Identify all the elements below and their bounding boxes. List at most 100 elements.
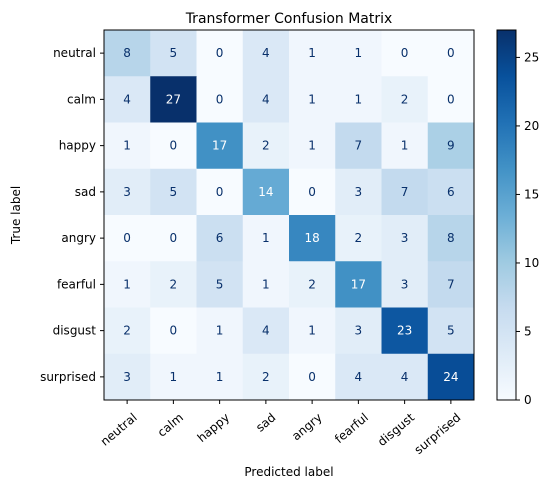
heatmap-cell-value: 3: [123, 370, 131, 384]
y-tick-label: sad: [75, 185, 96, 199]
heatmap-cell-value: 4: [262, 324, 270, 338]
heatmap-cell: [335, 353, 382, 401]
y-axis-ticks: neutral calm happy sad angry fearful disgust su…: [40, 46, 104, 384]
heatmap-cell: [150, 353, 197, 401]
heatmap-cell-value: 5: [170, 185, 178, 199]
heatmap-cell: [381, 30, 429, 77]
heatmap-cell: [150, 215, 197, 262]
plot-frame: [103, 29, 475, 401]
heatmap-cell: [427, 353, 475, 401]
heatmap-cell: [104, 76, 151, 123]
heatmap-cell: [242, 30, 290, 77]
heatmap-cell: [242, 307, 290, 355]
heatmap-cell: [196, 353, 244, 401]
heatmap-cell: [242, 353, 290, 401]
colorbar-tick-label: 15: [524, 187, 539, 201]
heatmap-cell: [196, 30, 244, 77]
heatmap-cell-value: 5: [447, 324, 455, 338]
heatmap-cell: [381, 261, 429, 308]
heatmap-cell: [381, 122, 429, 170]
heatmap-cell: [196, 307, 244, 355]
heatmap-cell-value: 2: [308, 277, 316, 291]
heatmap-cell-value: 9: [447, 139, 455, 153]
heatmap-cell: [196, 122, 244, 170]
heatmap-cell-value: 2: [262, 139, 270, 153]
heatmap-cell: [242, 122, 290, 170]
heatmap-cell-value: 18: [304, 231, 319, 245]
heatmap-cell-value: 4: [123, 92, 131, 106]
y-tick-label: fearful: [57, 277, 96, 291]
heatmap-cell: [242, 261, 290, 308]
heatmap-cell-value: 4: [355, 370, 363, 384]
heatmap-cell-value: 1: [308, 139, 316, 153]
heatmap-cell-value: 1: [308, 46, 316, 60]
heatmap-cell: [150, 168, 197, 216]
x-tick-label: neutral: [98, 410, 140, 448]
heatmap-cell: [150, 76, 197, 123]
colorbar-tick-label: 5: [524, 324, 532, 338]
heatmap-cell: [427, 30, 475, 77]
heatmap-cell-value: 1: [355, 92, 363, 106]
heatmap-cell: [381, 353, 429, 401]
x-tick-label: happy: [195, 410, 233, 445]
heatmap-cell-value: 8: [123, 46, 131, 60]
heatmap-cell-value: 3: [401, 277, 409, 291]
heatmap-cell-values: 8 5 0 4 1 1 0 04 27 0 4 1 1 2 01 0 17 2 1 7 1 93 5 0 14 0 3 7 60 0 6 1 1…: [123, 46, 458, 384]
heatmap-cell-value: 0: [447, 46, 455, 60]
heatmap-cell-value: 0: [216, 92, 224, 106]
heatmap-cell: [242, 168, 290, 216]
y-tick-label: surprised: [40, 370, 96, 384]
heatmap-cell-value: 0: [123, 231, 131, 245]
heatmap-cell-value: 1: [216, 324, 224, 338]
heatmap-cell-value: 0: [308, 370, 316, 384]
heatmap-cell-value: 17: [351, 277, 366, 291]
heatmap-cell: [335, 168, 382, 216]
y-tick-label: angry: [61, 231, 96, 245]
heatmap-cell: [104, 30, 151, 77]
heatmap-cell: [242, 76, 290, 123]
heatmap-cell-value: 7: [447, 277, 455, 291]
heatmap-cell: [335, 122, 382, 170]
heatmap-cell: [150, 261, 197, 308]
heatmap-cell-value: 0: [216, 46, 224, 60]
x-axis-ticks: neutral calm happy sad angry fearful disgustsu…: [98, 400, 464, 457]
heatmap-cell-value: 17: [212, 139, 227, 153]
heatmap-cell: [150, 122, 197, 170]
heatmap-cell: [335, 307, 382, 355]
heatmap-cell-value: 7: [355, 139, 363, 153]
x-tick-label: surprised: [412, 410, 464, 457]
heatmap-cell-value: 1: [262, 231, 270, 245]
heatmap-cell: [196, 168, 244, 216]
x-tick-label: fearful: [332, 410, 371, 446]
heatmap-cell-value: 1: [308, 324, 316, 338]
y-tick-label: calm: [67, 92, 96, 106]
y-axis-label: True label: [9, 186, 23, 245]
heatmap-cell: [381, 215, 429, 262]
heatmap-cell-value: 14: [258, 185, 273, 199]
heatmap-cell: [381, 168, 429, 216]
heatmap-cell-value: 2: [401, 92, 409, 106]
x-axis-label: Predicted label: [244, 465, 333, 479]
heatmap-cell: [335, 30, 382, 77]
heatmap-cell: [242, 215, 290, 262]
heatmap-cell: [381, 76, 429, 123]
heatmap-cell: [104, 261, 151, 308]
x-tick-label: sad: [253, 410, 278, 434]
heatmap-cell-value: 0: [170, 139, 178, 153]
heatmap-cell-value: 4: [401, 370, 409, 384]
heatmap-cell: [335, 215, 382, 262]
heatmap-cell: [335, 261, 382, 308]
y-tick-label: neutral: [53, 46, 96, 60]
heatmap-cell: [289, 307, 336, 355]
heatmap-cell: [196, 261, 244, 308]
heatmap-cell: [104, 215, 151, 262]
heatmap-cell: [196, 215, 244, 262]
heatmap-cell-value: 2: [355, 231, 363, 245]
y-tick-label: disgust: [53, 324, 97, 338]
heatmap-cell-value: 1: [170, 370, 178, 384]
heatmap-cell-value: 0: [170, 231, 178, 245]
heatmap-cell: [427, 168, 475, 216]
x-tick-label: calm: [155, 410, 186, 439]
heatmap-cell-value: 0: [170, 324, 178, 338]
